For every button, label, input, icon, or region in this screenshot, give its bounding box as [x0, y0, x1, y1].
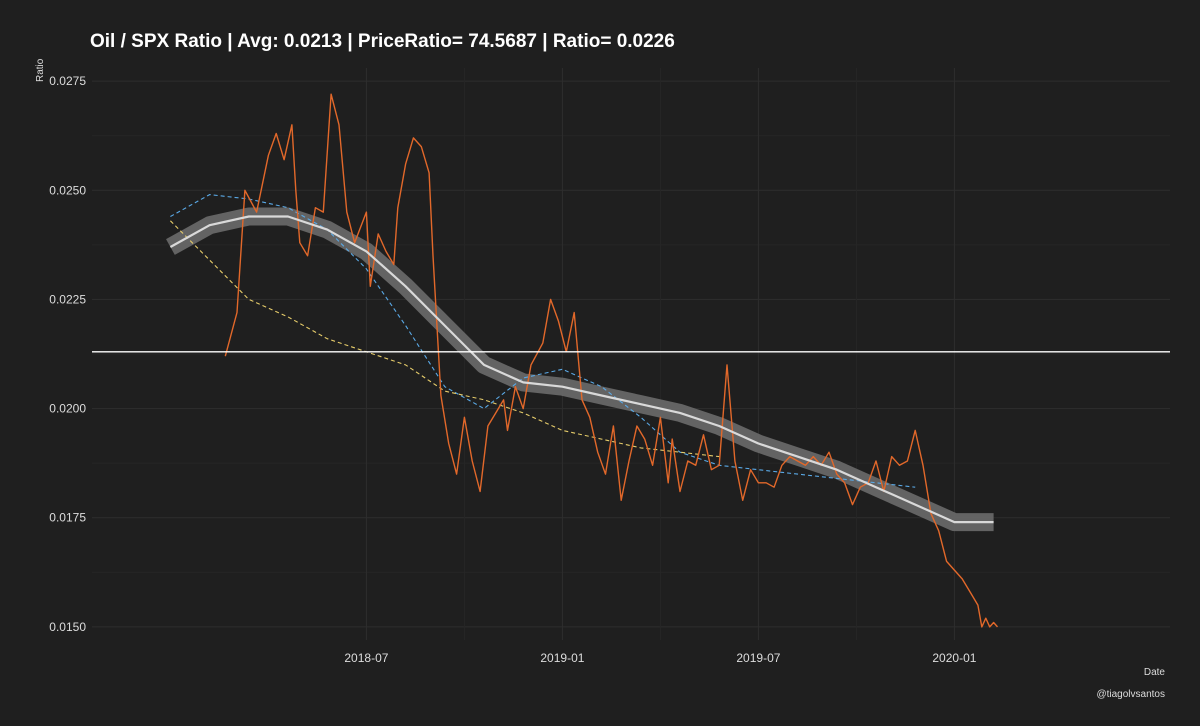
x-axis-label: Date	[1144, 667, 1166, 678]
y-tick-label: 0.0275	[49, 74, 86, 88]
axis-ticks: 0.0150 0.0175 0.0200 0.0225 0.0250 0.0275 2018…	[49, 74, 976, 665]
credit-label: @tiagolvsantos	[1096, 689, 1165, 700]
y-tick-label: 0.0200	[49, 402, 86, 416]
data-series	[169, 93, 999, 628]
gridlines	[92, 68, 1170, 640]
series-line-moving-average-short	[170, 194, 916, 488]
y-axis-label: Ratio	[35, 58, 46, 82]
series-line-smoothed-trend	[169, 215, 994, 524]
series-line-moving-average-long	[170, 220, 720, 458]
x-tick-label: 2019-01	[540, 651, 584, 665]
y-tick-label: 0.0250	[49, 183, 86, 197]
y-tick-label: 0.0175	[49, 511, 86, 525]
x-tick-label: 2018-07	[344, 651, 388, 665]
y-tick-label: 0.0225	[49, 292, 86, 306]
chart-title: Oil / SPX Ratio | Avg: 0.0213 | PriceRat…	[90, 31, 675, 52]
y-tick-label: 0.0150	[49, 620, 86, 634]
x-tick-label: 2019-07	[736, 651, 780, 665]
x-tick-label: 2020-01	[932, 651, 976, 665]
